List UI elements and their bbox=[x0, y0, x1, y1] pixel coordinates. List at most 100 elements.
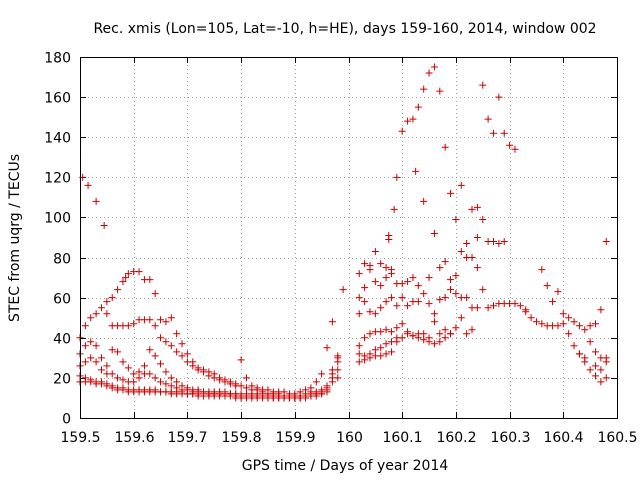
data-point bbox=[124, 322, 132, 330]
data-point bbox=[404, 278, 412, 286]
data-point bbox=[409, 332, 417, 340]
data-point bbox=[119, 376, 127, 384]
data-point bbox=[484, 304, 492, 312]
data-point bbox=[393, 338, 401, 346]
data-point bbox=[135, 368, 143, 376]
data-point bbox=[468, 205, 476, 213]
data-point bbox=[135, 268, 143, 276]
data-point bbox=[538, 266, 546, 274]
data-point bbox=[339, 286, 347, 294]
data-point bbox=[87, 338, 95, 346]
data-point bbox=[586, 366, 594, 374]
data-point bbox=[361, 334, 369, 342]
data-point bbox=[473, 264, 481, 272]
x-tick-label: 160.4 bbox=[543, 430, 583, 446]
data-point bbox=[452, 215, 460, 223]
data-point bbox=[602, 374, 610, 382]
data-point bbox=[602, 238, 610, 246]
data-point bbox=[452, 290, 460, 298]
y-tick-label: 0 bbox=[62, 412, 71, 428]
data-point bbox=[441, 294, 449, 302]
data-point bbox=[334, 374, 342, 382]
data-point bbox=[430, 340, 438, 348]
data-point bbox=[436, 87, 444, 95]
data-point bbox=[81, 322, 89, 330]
data-point bbox=[162, 380, 170, 388]
y-tick-label: 60 bbox=[53, 292, 71, 308]
data-point bbox=[479, 81, 487, 89]
data-point bbox=[361, 356, 369, 364]
data-point bbox=[511, 300, 519, 308]
data-point bbox=[479, 286, 487, 294]
data-point bbox=[189, 362, 197, 370]
y-tick-label: 120 bbox=[44, 171, 71, 187]
data-point bbox=[385, 231, 393, 239]
data-point bbox=[436, 264, 444, 272]
data-point bbox=[592, 320, 600, 328]
data-point bbox=[425, 69, 433, 77]
data-point bbox=[355, 342, 363, 350]
data-point bbox=[441, 258, 449, 266]
data-point bbox=[495, 93, 503, 101]
data-point bbox=[162, 318, 170, 326]
data-point bbox=[597, 366, 605, 374]
data-point bbox=[146, 346, 154, 354]
data-point bbox=[586, 322, 594, 330]
data-point bbox=[549, 298, 557, 306]
data-point bbox=[430, 318, 438, 326]
data-point bbox=[114, 374, 122, 382]
data-point bbox=[447, 330, 455, 338]
data-point bbox=[409, 274, 417, 282]
data-point bbox=[135, 374, 143, 382]
data-point bbox=[157, 378, 165, 386]
data-point bbox=[318, 386, 326, 394]
data-point bbox=[108, 370, 116, 378]
data-point bbox=[253, 384, 261, 392]
data-point bbox=[221, 378, 229, 386]
data-point bbox=[425, 274, 433, 282]
data-point bbox=[597, 306, 605, 314]
data-point bbox=[173, 348, 181, 356]
data-point bbox=[420, 290, 428, 298]
data-point bbox=[97, 304, 105, 312]
data-point bbox=[210, 374, 218, 382]
data-point bbox=[532, 318, 540, 326]
data-point bbox=[87, 314, 95, 322]
data-point bbox=[404, 117, 412, 125]
data-point bbox=[382, 340, 390, 348]
data-point bbox=[366, 330, 374, 338]
data-point bbox=[361, 260, 369, 268]
data-point bbox=[473, 203, 481, 211]
data-point bbox=[414, 282, 422, 290]
data-point bbox=[205, 372, 213, 380]
data-point bbox=[377, 328, 385, 336]
y-tick-label: 100 bbox=[44, 211, 71, 227]
data-point bbox=[178, 340, 186, 348]
data-point bbox=[468, 254, 476, 262]
data-point bbox=[538, 320, 546, 328]
data-point bbox=[398, 320, 406, 328]
data-point bbox=[173, 378, 181, 386]
data-point bbox=[355, 358, 363, 366]
data-point bbox=[108, 294, 116, 302]
data-point bbox=[334, 358, 342, 366]
x-tick-label: 159.8 bbox=[221, 430, 261, 446]
data-point bbox=[597, 378, 605, 386]
data-point bbox=[387, 328, 395, 336]
data-point bbox=[377, 260, 385, 268]
data-point bbox=[387, 348, 395, 356]
data-point bbox=[312, 378, 320, 386]
data-point bbox=[473, 304, 481, 312]
data-point bbox=[97, 366, 105, 374]
data-point bbox=[495, 240, 503, 248]
data-point bbox=[323, 388, 331, 396]
data-point bbox=[162, 388, 170, 396]
x-tick-label: 160.5 bbox=[597, 430, 637, 446]
data-point bbox=[447, 189, 455, 197]
data-point bbox=[92, 342, 100, 350]
x-axis-label: GPS time / Days of year 2014 bbox=[242, 458, 449, 474]
data-point bbox=[81, 342, 89, 350]
data-point bbox=[377, 352, 385, 360]
data-point bbox=[130, 370, 138, 378]
x-tick-label: 160.3 bbox=[490, 430, 530, 446]
